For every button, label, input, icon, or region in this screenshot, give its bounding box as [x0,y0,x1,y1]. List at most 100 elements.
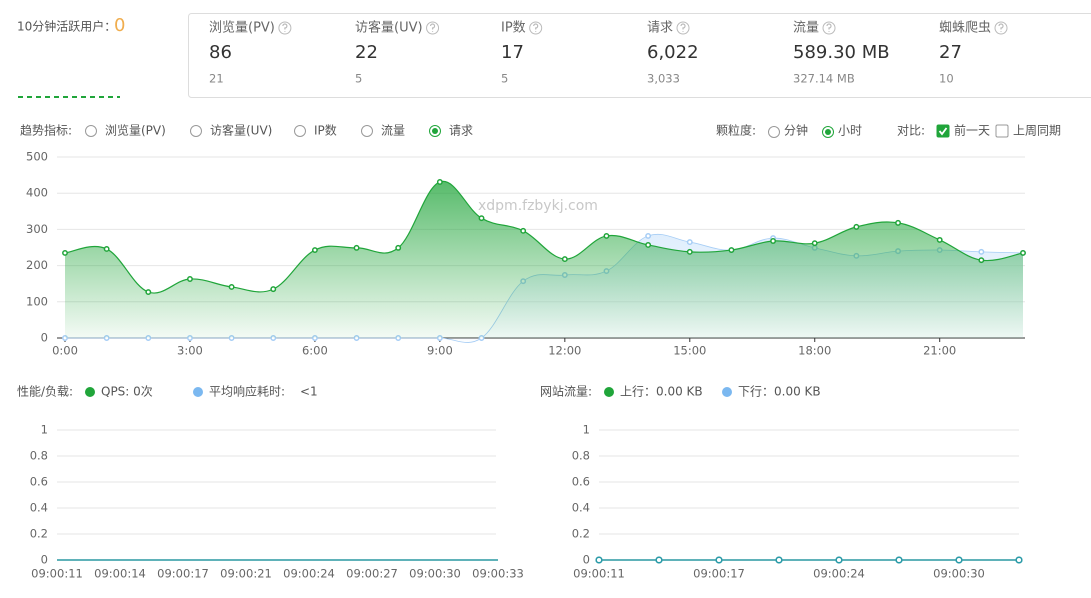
active-label: 10分钟活跃用户： [17,19,116,34]
stat-label: 流量 [793,21,819,36]
point [936,236,943,243]
point [561,256,568,263]
chart-title: 性能/负载: [17,385,73,399]
radio-dot [432,128,438,134]
help-glyph [826,23,832,32]
point [353,244,360,251]
point [311,247,318,253]
y-tick-label: 0.8 [572,449,590,463]
x-tick-label: 09:00:14 [94,567,146,581]
stats-card [188,13,1091,98]
stat-value: 86 [209,42,232,63]
help-icon[interactable] [994,21,1008,35]
help-icon[interactable] [676,21,690,35]
legend-value: <1 [300,385,318,399]
legend-swatch [85,387,95,397]
trend-option[interactable]: 流量 [381,124,405,138]
point [728,247,735,253]
legend-label: QPS: 0次 [101,385,153,399]
point [811,240,818,247]
granularity-option[interactable]: 小时 [838,124,862,138]
x-tick-label: 12:00 [548,344,581,358]
active-value: 0 [114,15,125,36]
x-tick-label: 09:00:33 [472,567,524,581]
y-tick-label: 0 [41,553,48,567]
x-tick-label: 09:00:30 [409,567,461,581]
x-tick-label: 09:00:24 [813,567,865,581]
y-tick-label: 0.4 [30,501,48,515]
checkbox[interactable] [995,124,1009,138]
y-tick-label: 0.4 [572,501,590,515]
point [520,227,527,234]
point [103,245,110,252]
point [978,248,985,255]
radio[interactable] [190,125,202,137]
x-tick-label: 09:00:27 [346,567,398,581]
point [145,289,152,295]
help-glyph [533,23,539,32]
help-icon[interactable] [426,21,440,35]
stat-label: 请求 [647,21,673,36]
y-tick-label: 500 [26,150,48,164]
help-icon[interactable] [822,21,836,35]
area [65,181,1023,338]
x-tick-label: 0:00 [52,344,78,358]
checkbox[interactable] [936,124,950,138]
radio[interactable] [85,125,97,137]
stat-value: 22 [355,42,378,63]
stat-sub: 5 [501,72,508,86]
radio[interactable] [294,125,306,137]
help-glyph [282,23,288,32]
x-tick-label: 3:00 [177,344,203,358]
granularity-label: 颗粒度: [716,123,756,138]
y-tick-label: 1 [41,423,48,437]
help-icon[interactable] [529,21,543,35]
stat-sub: 21 [209,72,224,86]
x-tick-label: 09:00:11 [573,567,625,581]
stat-value: 17 [501,42,524,63]
trend-option[interactable]: IP数 [314,123,337,138]
x-tick-label: 09:00:30 [933,567,985,581]
trend-option[interactable]: 访客量(UV) [210,123,272,138]
check [938,127,948,136]
stat-label: 浏览量(PV) [209,20,275,36]
point [655,556,663,564]
point [595,556,603,564]
legend-label: 平均响应耗时: [209,384,285,399]
point [478,215,485,222]
stat-label: IP数 [501,21,526,36]
legend-label: 上行：0.00 KB [620,385,703,399]
legend-swatch [722,387,732,397]
x-tick-label: 09:00:24 [283,567,335,581]
stat-label: 蜘蛛爬虫 [939,21,991,36]
trend-option[interactable]: 请求 [449,124,473,138]
radio[interactable] [768,126,780,138]
point [270,286,277,293]
point [686,239,693,246]
x-tick-label: 9:00 [427,344,453,358]
point [686,248,693,255]
x-tick-label: 18:00 [798,344,831,358]
chart-title: 网站流量: [540,385,592,399]
point [187,276,193,282]
watermark: xdpm.fzbykj.com [478,198,598,214]
point [645,232,652,239]
help-glyph [998,23,1004,32]
help-glyph [680,23,686,32]
y-tick-label: 0 [583,553,590,567]
y-tick-label: 400 [26,186,48,200]
y-tick-label: 0.6 [572,475,590,489]
radio-dot [825,129,831,135]
legend-swatch [604,387,614,397]
y-tick-label: 0.8 [30,449,48,463]
help-icon[interactable] [278,21,292,35]
radio[interactable] [361,125,373,137]
granularity-option[interactable]: 分钟 [784,123,808,138]
help-glyph [429,23,436,32]
trend-option[interactable]: 浏览量(PV) [105,123,166,138]
compare-option[interactable]: 前一天 [954,123,990,138]
y-tick-label: 300 [26,222,48,236]
stat-value: 589.30 MB [793,42,890,63]
compare-option[interactable]: 上周同期 [1013,124,1061,138]
